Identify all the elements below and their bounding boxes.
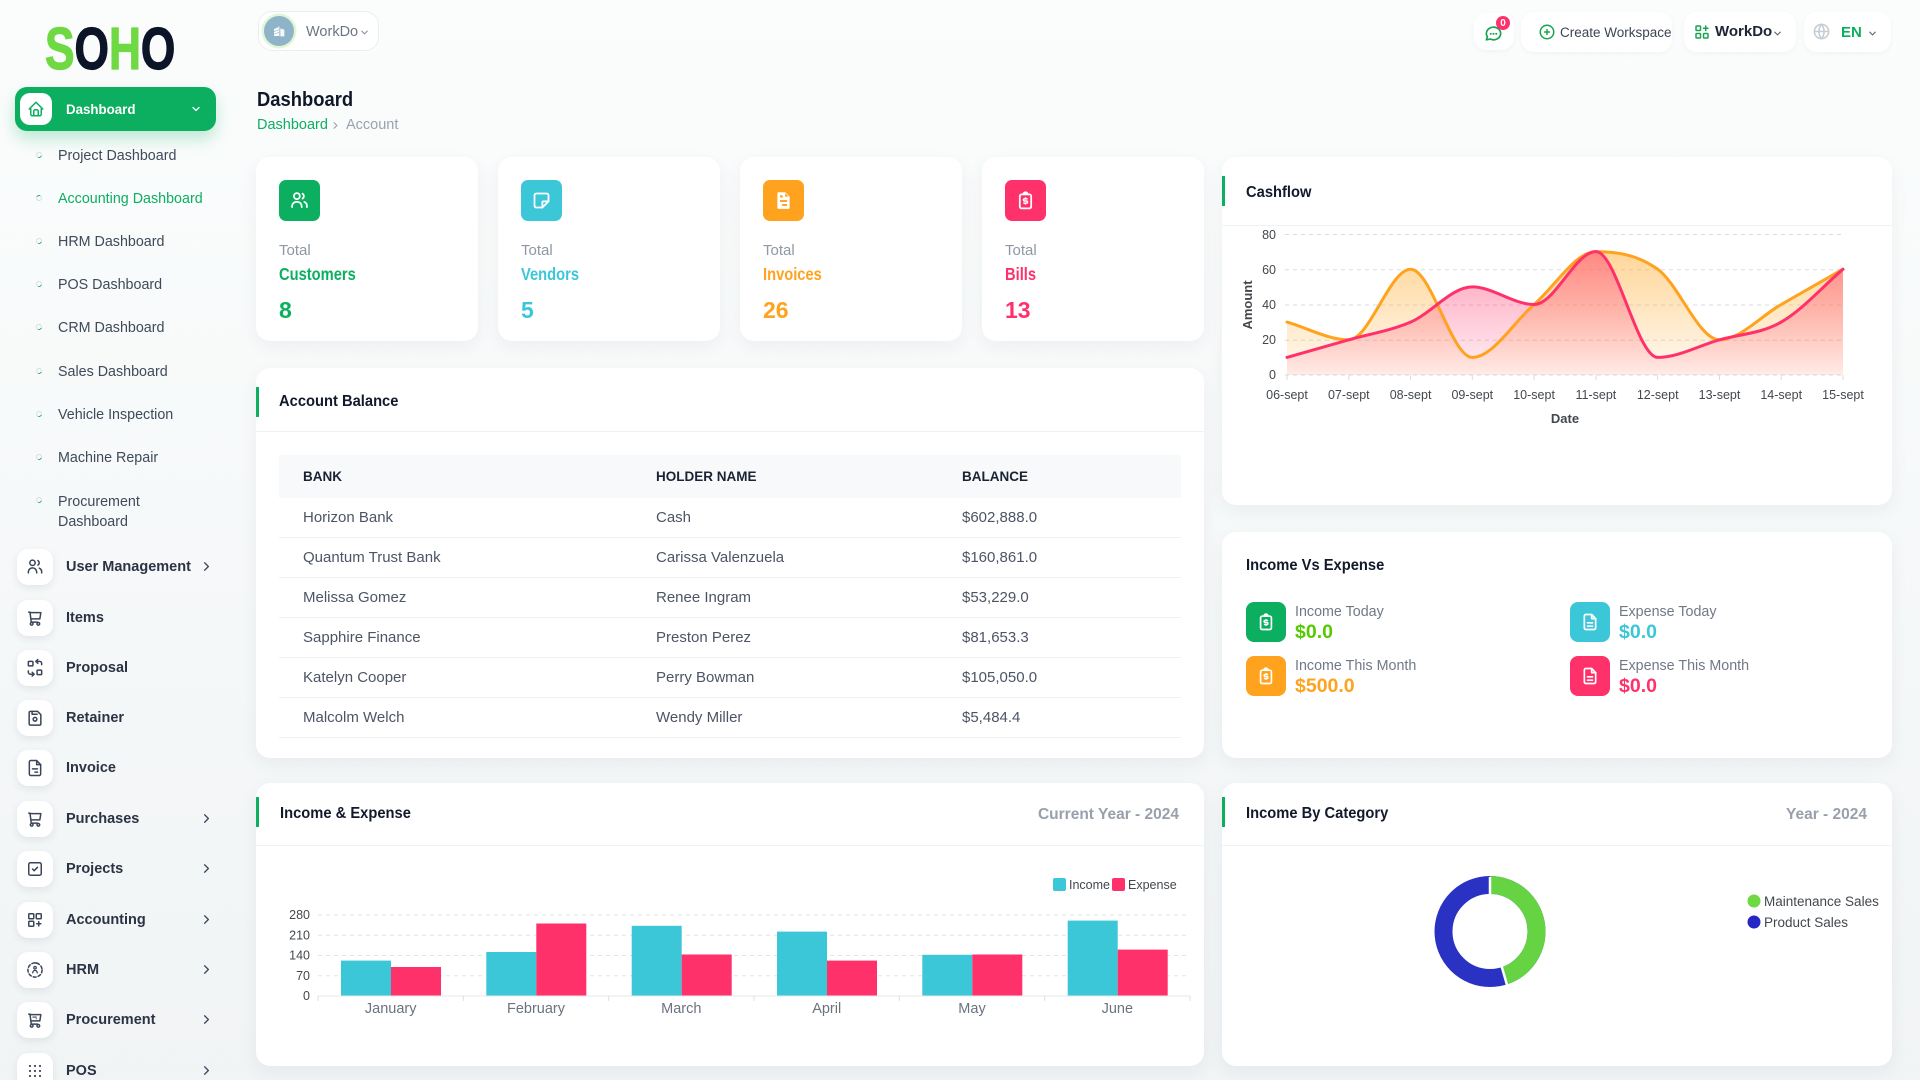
svg-text:15-sept: 15-sept (1822, 388, 1864, 402)
svg-text:40: 40 (1262, 298, 1276, 312)
svg-text:14-sept: 14-sept (1760, 388, 1802, 402)
svg-text:13-sept: 13-sept (1699, 388, 1741, 402)
svg-text:11-sept: 11-sept (1576, 388, 1617, 402)
svg-text:Date: Date (1551, 411, 1579, 426)
svg-text:10-sept: 10-sept (1513, 388, 1555, 402)
svg-text:Amount: Amount (1240, 280, 1255, 330)
svg-text:Expense: Expense (1128, 878, 1177, 892)
svg-text:80: 80 (1262, 228, 1276, 242)
svg-text:May: May (958, 1001, 986, 1017)
svg-text:April: April (812, 1001, 841, 1017)
svg-text:70: 70 (296, 969, 310, 983)
svg-text:Maintenance Sales: Maintenance Sales (1764, 894, 1879, 909)
svg-text:0: 0 (1269, 368, 1276, 382)
svg-text:Income: Income (1069, 878, 1110, 892)
svg-text:08-sept: 08-sept (1390, 388, 1432, 402)
svg-text:12-sept: 12-sept (1637, 388, 1679, 402)
svg-text:140: 140 (289, 949, 310, 963)
svg-text:09-sept: 09-sept (1451, 388, 1493, 402)
svg-text:0: 0 (303, 989, 310, 1003)
svg-text:February: February (507, 1001, 566, 1017)
svg-text:June: June (1102, 1001, 1133, 1017)
svg-text:January: January (365, 1001, 417, 1017)
svg-text:210: 210 (289, 928, 310, 942)
svg-text:March: March (661, 1001, 701, 1017)
svg-text:280: 280 (289, 908, 310, 922)
svg-text:20: 20 (1262, 333, 1276, 347)
svg-text:Product Sales: Product Sales (1764, 915, 1848, 930)
svg-text:07-sept: 07-sept (1328, 388, 1370, 402)
svg-text:60: 60 (1262, 263, 1276, 277)
svg-text:06-sept: 06-sept (1266, 388, 1308, 402)
